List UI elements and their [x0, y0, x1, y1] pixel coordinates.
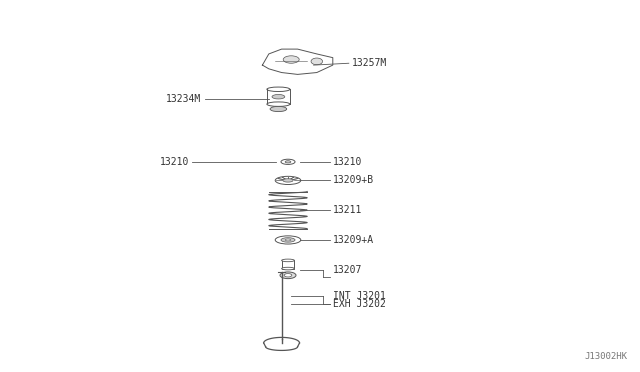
Ellipse shape — [267, 102, 290, 106]
Ellipse shape — [275, 176, 301, 185]
Text: 13210: 13210 — [159, 157, 189, 167]
Text: 13209+B: 13209+B — [333, 176, 374, 185]
Ellipse shape — [270, 106, 287, 112]
Ellipse shape — [285, 161, 291, 163]
Text: J13002HK: J13002HK — [584, 352, 627, 361]
Bar — [282, 260, 294, 269]
Ellipse shape — [283, 56, 300, 63]
Ellipse shape — [284, 274, 292, 277]
Text: INT J3201: INT J3201 — [333, 291, 386, 301]
Ellipse shape — [282, 259, 294, 262]
Ellipse shape — [281, 238, 295, 242]
Ellipse shape — [285, 239, 291, 241]
Ellipse shape — [283, 179, 293, 182]
Text: EXH J3202: EXH J3202 — [333, 299, 386, 309]
Text: 13209+A: 13209+A — [333, 235, 374, 245]
Text: 13211: 13211 — [333, 205, 362, 215]
Text: 13207: 13207 — [333, 265, 362, 275]
Ellipse shape — [272, 94, 285, 99]
Ellipse shape — [282, 267, 294, 270]
Ellipse shape — [267, 87, 290, 92]
Ellipse shape — [280, 272, 296, 279]
Ellipse shape — [275, 236, 301, 244]
Polygon shape — [262, 49, 333, 74]
Ellipse shape — [281, 159, 295, 164]
Text: 13210: 13210 — [333, 157, 362, 167]
Text: 13257M: 13257M — [352, 58, 387, 68]
Circle shape — [311, 58, 323, 65]
Text: 13234M: 13234M — [166, 94, 202, 103]
